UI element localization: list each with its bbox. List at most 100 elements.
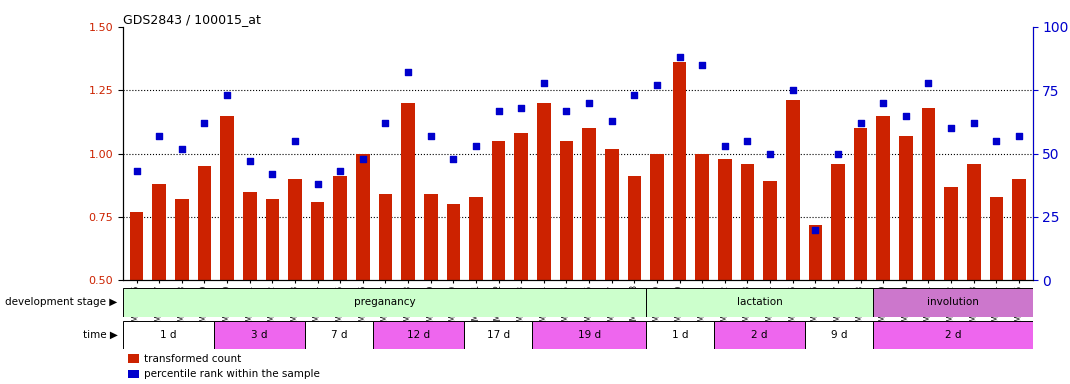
Point	[807, 227, 824, 233]
Bar	[582, 128, 596, 384]
Bar	[175, 199, 188, 384]
Bar	[401, 103, 415, 384]
Bar	[967, 164, 980, 384]
Bar	[651, 154, 663, 384]
Bar	[492, 141, 505, 384]
Bar	[873, 321, 1033, 349]
Bar	[515, 133, 528, 384]
Point	[173, 146, 190, 152]
Bar	[763, 182, 777, 384]
Bar	[123, 321, 214, 349]
Text: involution: involution	[927, 297, 979, 308]
Bar	[673, 62, 686, 384]
Point	[513, 105, 530, 111]
Point	[716, 143, 733, 149]
Point	[762, 151, 779, 157]
Bar	[379, 194, 393, 384]
Bar	[220, 116, 234, 384]
Bar	[310, 202, 324, 384]
Bar	[740, 164, 754, 384]
Point	[739, 138, 756, 144]
Bar	[537, 103, 551, 384]
Bar	[129, 212, 143, 384]
Bar	[990, 197, 1004, 384]
Point	[898, 113, 915, 119]
Point	[874, 100, 891, 106]
Point	[829, 151, 846, 157]
Bar	[446, 204, 460, 384]
Text: 3 d: 3 d	[251, 330, 268, 340]
Point	[920, 79, 937, 86]
Text: 1 d: 1 d	[160, 330, 177, 340]
Bar	[334, 176, 347, 384]
Point	[399, 70, 416, 76]
Text: preganancy: preganancy	[354, 297, 415, 308]
Point	[626, 92, 643, 98]
Bar	[899, 136, 913, 384]
Bar	[805, 321, 873, 349]
Text: transformed count: transformed count	[144, 354, 242, 364]
Point	[151, 133, 168, 139]
Text: 19 d: 19 d	[578, 330, 600, 340]
Bar	[243, 192, 257, 384]
Bar	[831, 164, 845, 384]
Text: 17 d: 17 d	[487, 330, 509, 340]
Point	[196, 120, 213, 126]
Bar	[214, 321, 305, 349]
Bar	[945, 187, 958, 384]
Point	[423, 133, 440, 139]
Point	[128, 168, 146, 174]
Bar	[1012, 179, 1026, 384]
Point	[490, 108, 507, 114]
Point	[693, 62, 710, 68]
Text: 2 d: 2 d	[751, 330, 768, 340]
Point	[784, 87, 801, 93]
Text: 12 d: 12 d	[407, 330, 430, 340]
Bar	[424, 194, 438, 384]
Point	[309, 181, 326, 187]
Bar	[873, 288, 1033, 317]
Text: 9 d: 9 d	[831, 330, 847, 340]
Bar	[356, 154, 369, 384]
Text: 7 d: 7 d	[331, 330, 348, 340]
Point	[377, 120, 394, 126]
Point	[445, 156, 462, 162]
Bar	[533, 321, 646, 349]
Point	[557, 108, 575, 114]
Point	[468, 143, 485, 149]
Text: GDS2843 / 100015_at: GDS2843 / 100015_at	[123, 13, 261, 26]
Bar	[718, 159, 732, 384]
Point	[988, 138, 1005, 144]
Bar	[876, 116, 890, 384]
Bar	[921, 108, 935, 384]
Point	[241, 158, 258, 164]
Point	[852, 120, 869, 126]
Bar	[464, 321, 533, 349]
Bar	[786, 100, 799, 384]
Point	[581, 100, 598, 106]
Bar	[646, 321, 715, 349]
Point	[535, 79, 552, 86]
Bar	[854, 128, 868, 384]
Point	[965, 120, 982, 126]
Bar	[628, 176, 641, 384]
Bar	[605, 149, 618, 384]
Bar	[470, 197, 483, 384]
Point	[218, 92, 235, 98]
Text: 1 d: 1 d	[672, 330, 688, 340]
Bar	[809, 225, 822, 384]
Text: lactation: lactation	[737, 297, 782, 308]
Point	[648, 82, 666, 88]
Text: percentile rank within the sample: percentile rank within the sample	[144, 369, 320, 379]
Bar	[560, 141, 574, 384]
Point	[332, 168, 349, 174]
Bar	[646, 288, 873, 317]
Point	[287, 138, 304, 144]
Bar	[288, 179, 302, 384]
Point	[354, 156, 371, 162]
Bar	[265, 199, 279, 384]
Bar	[373, 321, 464, 349]
Text: development stage ▶: development stage ▶	[5, 297, 118, 308]
Point	[603, 118, 621, 124]
Point	[264, 171, 281, 177]
